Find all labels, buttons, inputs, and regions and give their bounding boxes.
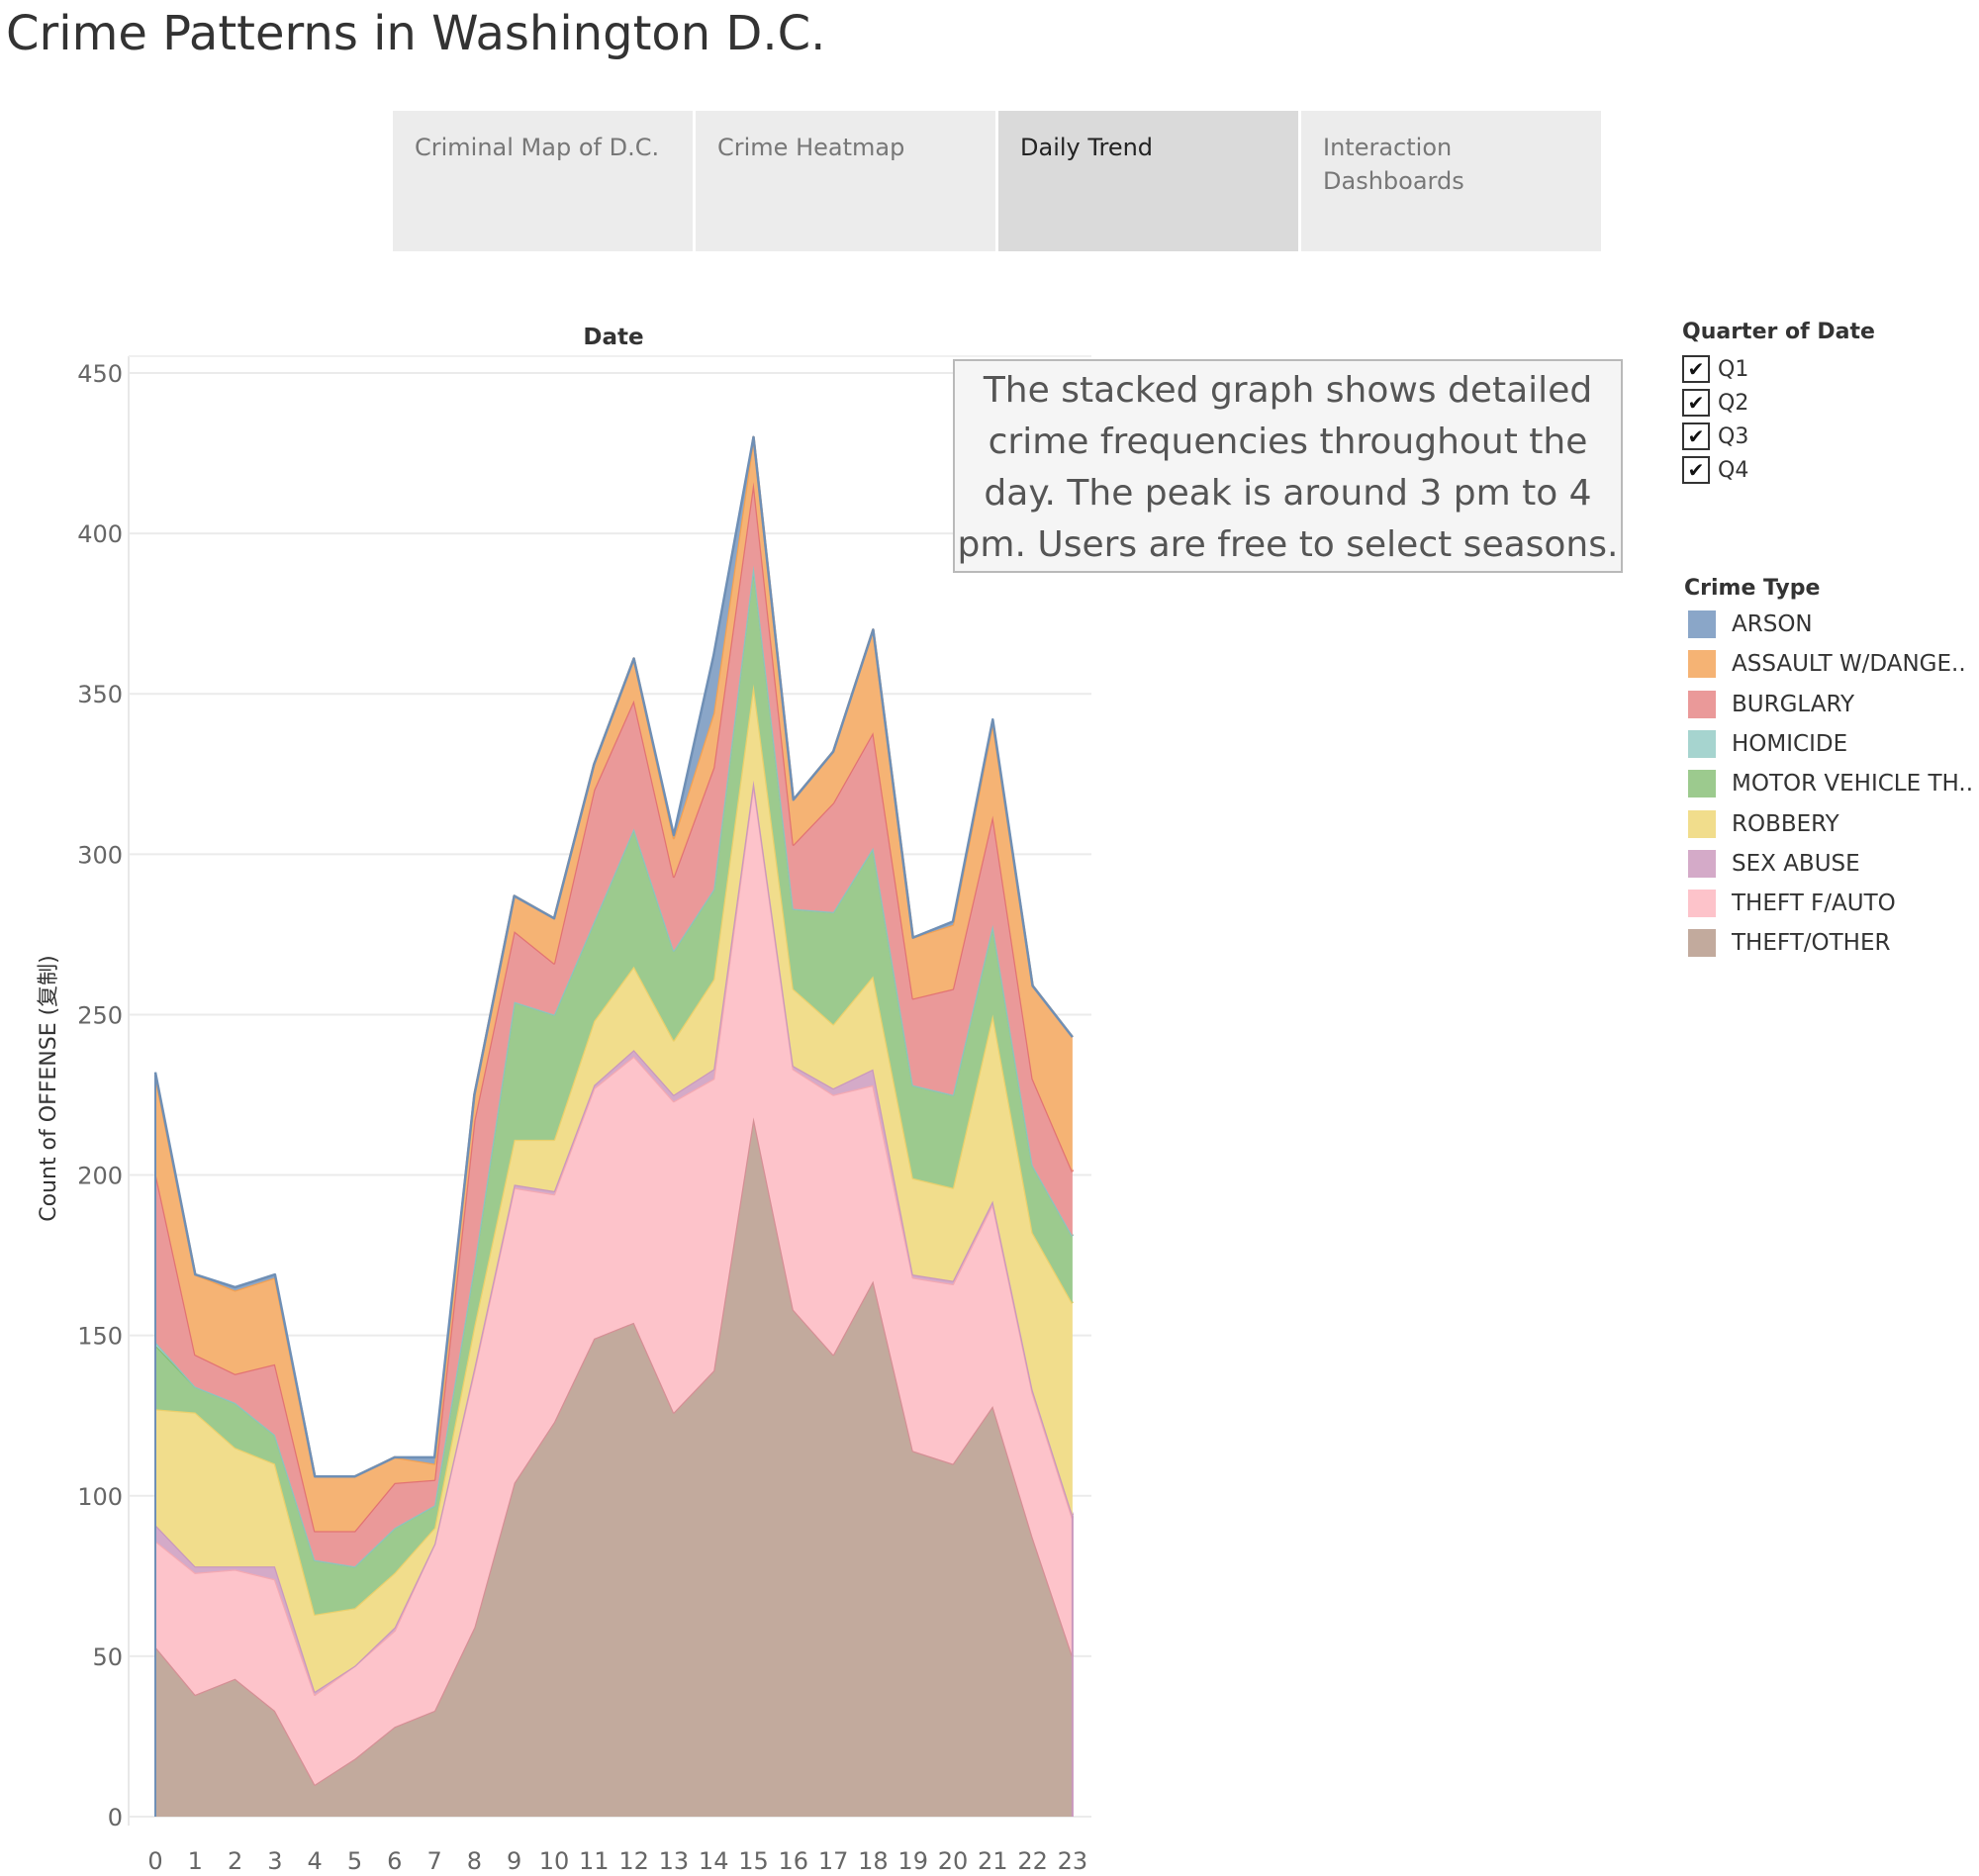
quarter-q3-checkbox[interactable]: ✔ Q3: [1682, 421, 1748, 452]
x-tick-label: 1: [188, 1847, 203, 1875]
checkmark-icon[interactable]: ✔: [1682, 389, 1710, 417]
y-tick-label: 250: [77, 1001, 123, 1029]
x-tick-label: 0: [147, 1847, 162, 1875]
area-theft-other[interactable]: [155, 1117, 1073, 1817]
y-tick-label: 450: [77, 360, 123, 388]
x-tick-label: 16: [779, 1847, 809, 1875]
y-tick-label: 0: [108, 1804, 123, 1831]
x-tick-label: 23: [1058, 1847, 1088, 1875]
quarter-filter-title: Quarter of Date: [1682, 320, 1875, 344]
legend-swatch: [1688, 929, 1716, 958]
legend-label: MOTOR VEHICLE TH..: [1732, 771, 1974, 797]
quarter-q1-label: Q1: [1718, 356, 1749, 382]
x-tick-label: 22: [1017, 1847, 1048, 1875]
x-tick-label: 11: [579, 1847, 610, 1875]
crime-type-legend-title: Crime Type: [1684, 576, 1821, 601]
legend-item-homicide[interactable]: HOMICIDE: [1688, 729, 1847, 759]
legend-item-motor-vehicle-th[interactable]: MOTOR VEHICLE TH..: [1688, 769, 1973, 798]
x-tick-label: 21: [978, 1847, 1008, 1875]
legend-label: THEFT F/AUTO: [1732, 891, 1896, 917]
quarter-q4-label: Q4: [1718, 457, 1749, 483]
x-tick-label: 10: [539, 1847, 570, 1875]
y-tick-label: 150: [77, 1323, 123, 1351]
quarter-q4-checkbox[interactable]: ✔ Q4: [1682, 454, 1748, 486]
x-tick-label: 4: [308, 1847, 323, 1875]
y-tick-label: 100: [77, 1483, 123, 1511]
quarter-q1-checkbox[interactable]: ✔ Q1: [1682, 353, 1748, 385]
x-tick-label: 15: [738, 1847, 769, 1875]
x-tick-label: 19: [897, 1847, 928, 1875]
legend-label: ASSAULT W/DANGE..: [1732, 651, 1966, 678]
legend-swatch: [1688, 650, 1716, 679]
legend-label: ARSON: [1732, 611, 1813, 637]
quarter-q2-checkbox[interactable]: ✔ Q2: [1682, 387, 1748, 419]
legend-swatch: [1688, 770, 1716, 798]
legend-item-assault-w-dange[interactable]: ASSAULT W/DANGE..: [1688, 649, 1966, 679]
page-title: Crime Patterns in Washington D.C.: [6, 6, 826, 61]
legend-item-theft-other[interactable]: THEFT/OTHER: [1688, 928, 1890, 958]
area-series[interactable]: [153, 435, 1075, 1817]
legend-item-sex-abuse[interactable]: SEX ABUSE: [1688, 849, 1860, 879]
legend-item-burglary[interactable]: BURGLARY: [1688, 690, 1854, 719]
y-tick-label: 50: [92, 1643, 123, 1671]
tab-criminal-map[interactable]: Criminal Map of D.C.: [393, 111, 693, 251]
checkmark-icon[interactable]: ✔: [1682, 422, 1710, 450]
legend-item-arson[interactable]: ARSON: [1688, 610, 1813, 639]
legend-swatch: [1688, 610, 1716, 638]
quarter-q3-label: Q3: [1718, 423, 1749, 449]
legend-item-theft-f-auto[interactable]: THEFT F/AUTO: [1688, 889, 1896, 918]
tab-interaction-dashboards[interactable]: Interaction Dashboards: [1301, 111, 1601, 251]
annotation-box: The stacked graph shows detailed crime f…: [953, 359, 1623, 573]
legend-swatch: [1688, 849, 1716, 878]
legend-swatch: [1688, 729, 1716, 758]
legend-item-robbery[interactable]: ROBBERY: [1688, 809, 1839, 839]
legend-label: HOMICIDE: [1732, 730, 1848, 757]
chart-title: Date: [583, 325, 643, 350]
y-tick-label: 300: [77, 841, 123, 869]
x-tick-label: 5: [347, 1847, 362, 1875]
y-tick-label: 400: [77, 520, 123, 548]
legend-label: THEFT/OTHER: [1732, 930, 1891, 957]
x-tick-label: 14: [699, 1847, 729, 1875]
checkmark-icon[interactable]: ✔: [1682, 456, 1710, 484]
y-tick-label: 350: [77, 681, 123, 708]
tab-daily-trend[interactable]: Daily Trend: [998, 111, 1298, 251]
legend-label: BURGLARY: [1732, 691, 1855, 717]
legend-swatch: [1688, 690, 1716, 718]
x-tick-label: 12: [618, 1847, 649, 1875]
x-tick-label: 7: [426, 1847, 441, 1875]
x-tick-label: 9: [507, 1847, 521, 1875]
legend-swatch: [1688, 890, 1716, 918]
x-tick-label: 13: [659, 1847, 690, 1875]
checkmark-icon[interactable]: ✔: [1682, 355, 1710, 383]
y-tick-label: 200: [77, 1163, 123, 1190]
y-axis-title: Count of OFFENSE (复制): [37, 955, 61, 1222]
area-theft-f-auto[interactable]: [155, 784, 1073, 1785]
x-tick-label: 20: [938, 1847, 969, 1875]
legend-label: SEX ABUSE: [1732, 850, 1860, 877]
line-arson: [153, 435, 1074, 1478]
x-tick-label: 8: [467, 1847, 482, 1875]
x-tick-label: 2: [228, 1847, 242, 1875]
legend-swatch: [1688, 809, 1716, 838]
quarter-q2-label: Q2: [1718, 390, 1749, 416]
x-tick-label: 6: [387, 1847, 402, 1875]
x-tick-label: 17: [818, 1847, 849, 1875]
tab-crime-heatmap[interactable]: Crime Heatmap: [696, 111, 995, 251]
x-tick-label: 3: [267, 1847, 282, 1875]
x-tick-label: 18: [858, 1847, 889, 1875]
legend-label: ROBBERY: [1732, 810, 1839, 837]
